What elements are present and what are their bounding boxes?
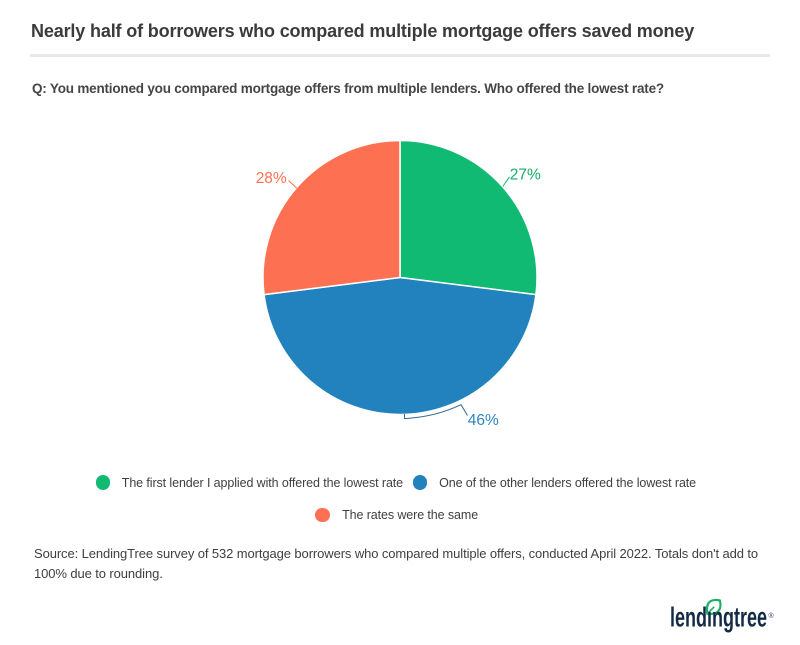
svg-text:27%: 27% [510,166,541,183]
svg-text:46%: 46% [468,412,499,429]
svg-text:®: ® [769,612,775,620]
svg-text:28%: 28% [256,170,287,187]
svg-text:lendıngtree: lendıngtree [670,602,767,633]
